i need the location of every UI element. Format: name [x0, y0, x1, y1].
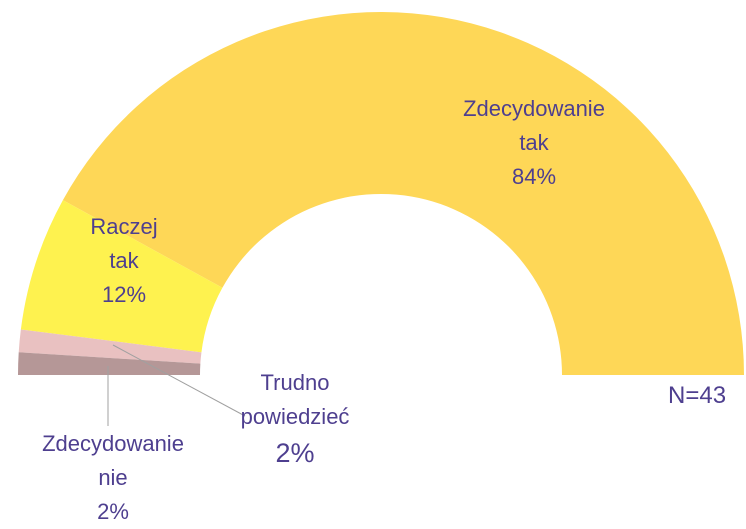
slice-label: Zdecydowanie nie 2%: [42, 427, 184, 529]
slice-label: Raczej tak 12%: [90, 210, 157, 312]
category-label: Trudno powiedzieć: [240, 370, 350, 429]
slice: [62, 11, 744, 376]
chart: N=43 Zdecydowanie nie 2% Trudno powiedzieć…: [18, 11, 744, 524]
slice: [18, 352, 201, 375]
annotation: N=43: [668, 382, 727, 409]
slice: [18, 329, 202, 364]
chart-canvas: [18, 11, 744, 426]
value-label: 2%: [275, 438, 315, 468]
leader-line: [112, 344, 246, 417]
slice: [20, 200, 223, 353]
category-label: Zdecydowanie tak: [463, 96, 605, 155]
slice-label: Zdecydowanie tak 84%: [463, 92, 605, 194]
category-label: Zdecydowanie nie: [42, 431, 184, 490]
value-label: 12%: [101, 282, 147, 307]
slice-label: Trudno powiedzieć 2%: [241, 366, 350, 472]
value-label: 2%: [97, 499, 129, 524]
value-label: 84%: [511, 164, 557, 189]
category-label: Raczej tak: [90, 214, 158, 273]
